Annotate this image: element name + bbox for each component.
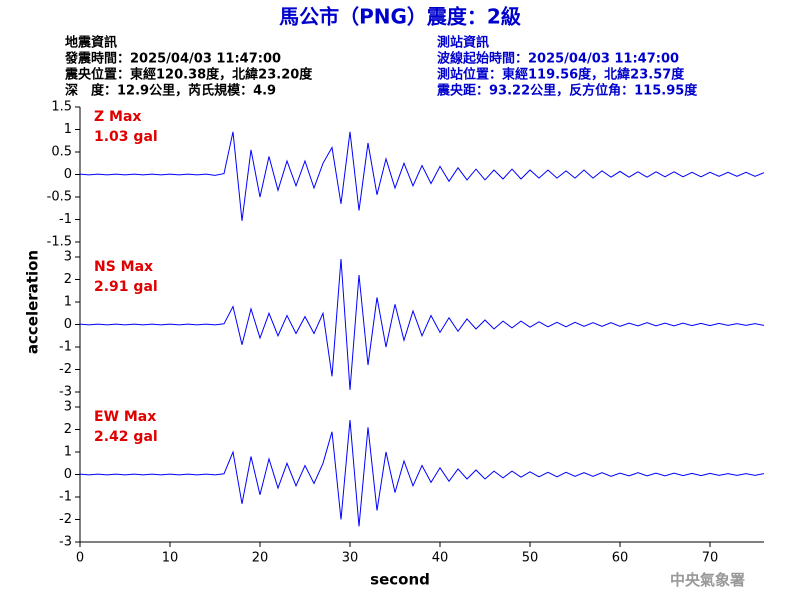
waveform — [79, 131, 765, 221]
y-tick-label: -1 — [59, 490, 72, 505]
x-tick-label: 30 — [342, 551, 359, 566]
y-tick-label: 0 — [64, 317, 72, 332]
info-line: 測站位置：東經119.56度，北緯23.57度 — [437, 67, 685, 83]
y-tick-label: 2 — [64, 422, 72, 437]
y-tick-label: 2 — [64, 272, 72, 287]
info-line: 震央位置：東經120.38度，北緯23.20度 — [64, 67, 313, 83]
y-tick-label: -3 — [59, 385, 72, 400]
y-tick-label: -0.5 — [47, 190, 72, 205]
info-line: 震央距：93.22公里，反方位角：115.95度 — [436, 83, 698, 99]
y-tick-label: -3 — [59, 535, 72, 550]
y-tick-label: -1 — [59, 340, 72, 355]
x-tick-label: 60 — [612, 551, 629, 566]
y-tick-label: 1.5 — [51, 100, 72, 115]
annotation: NS Max — [94, 259, 153, 275]
y-tick-label: 0.5 — [51, 145, 72, 160]
x-tick-label: 20 — [252, 551, 269, 566]
y-tick-label: -2 — [59, 512, 72, 527]
y-tick-label: 3 — [64, 250, 72, 265]
info-line: 深 度：12.9公里，芮氏規模：4.9 — [65, 83, 276, 99]
info-line: 發震時間：2025/04/03 11:47:00 — [64, 51, 281, 67]
x-tick-label: 0 — [76, 551, 84, 566]
y-tick-label: 1 — [64, 295, 72, 310]
waveform — [79, 420, 765, 527]
waveform — [79, 258, 765, 390]
y-tick-label: 0 — [64, 167, 72, 182]
y-tick-label: 0 — [64, 467, 72, 482]
y-tick-label: 1 — [64, 445, 72, 460]
x-tick-label: 50 — [522, 551, 539, 566]
annotation: 1.03 gal — [94, 129, 158, 145]
info-line: 波線起始時間：2025/04/03 11:47:00 — [437, 51, 679, 67]
annotation: Z Max — [94, 109, 141, 125]
y-tick-label: 1 — [64, 122, 72, 137]
x-tick-label: 10 — [162, 551, 179, 566]
y-axis-label: acceleration — [24, 250, 42, 354]
footer: 中央氣象署 — [670, 571, 745, 589]
x-tick-label: 70 — [702, 551, 719, 566]
annotation: 2.42 gal — [94, 429, 158, 445]
annotation: EW Max — [94, 409, 156, 425]
info-line: 地震資訊 — [65, 35, 117, 51]
title: 馬公市（PNG）震度：2級 — [279, 5, 521, 29]
x-tick-label: 40 — [432, 551, 449, 566]
y-tick-label: -2 — [59, 362, 72, 377]
x-axis-label: second — [370, 571, 430, 589]
y-tick-label: -1 — [59, 212, 72, 227]
info-line: 測站資訊 — [437, 35, 489, 51]
y-tick-label: 3 — [64, 400, 72, 415]
annotation: 2.91 gal — [94, 279, 158, 295]
y-tick-label: -1.5 — [47, 235, 72, 250]
